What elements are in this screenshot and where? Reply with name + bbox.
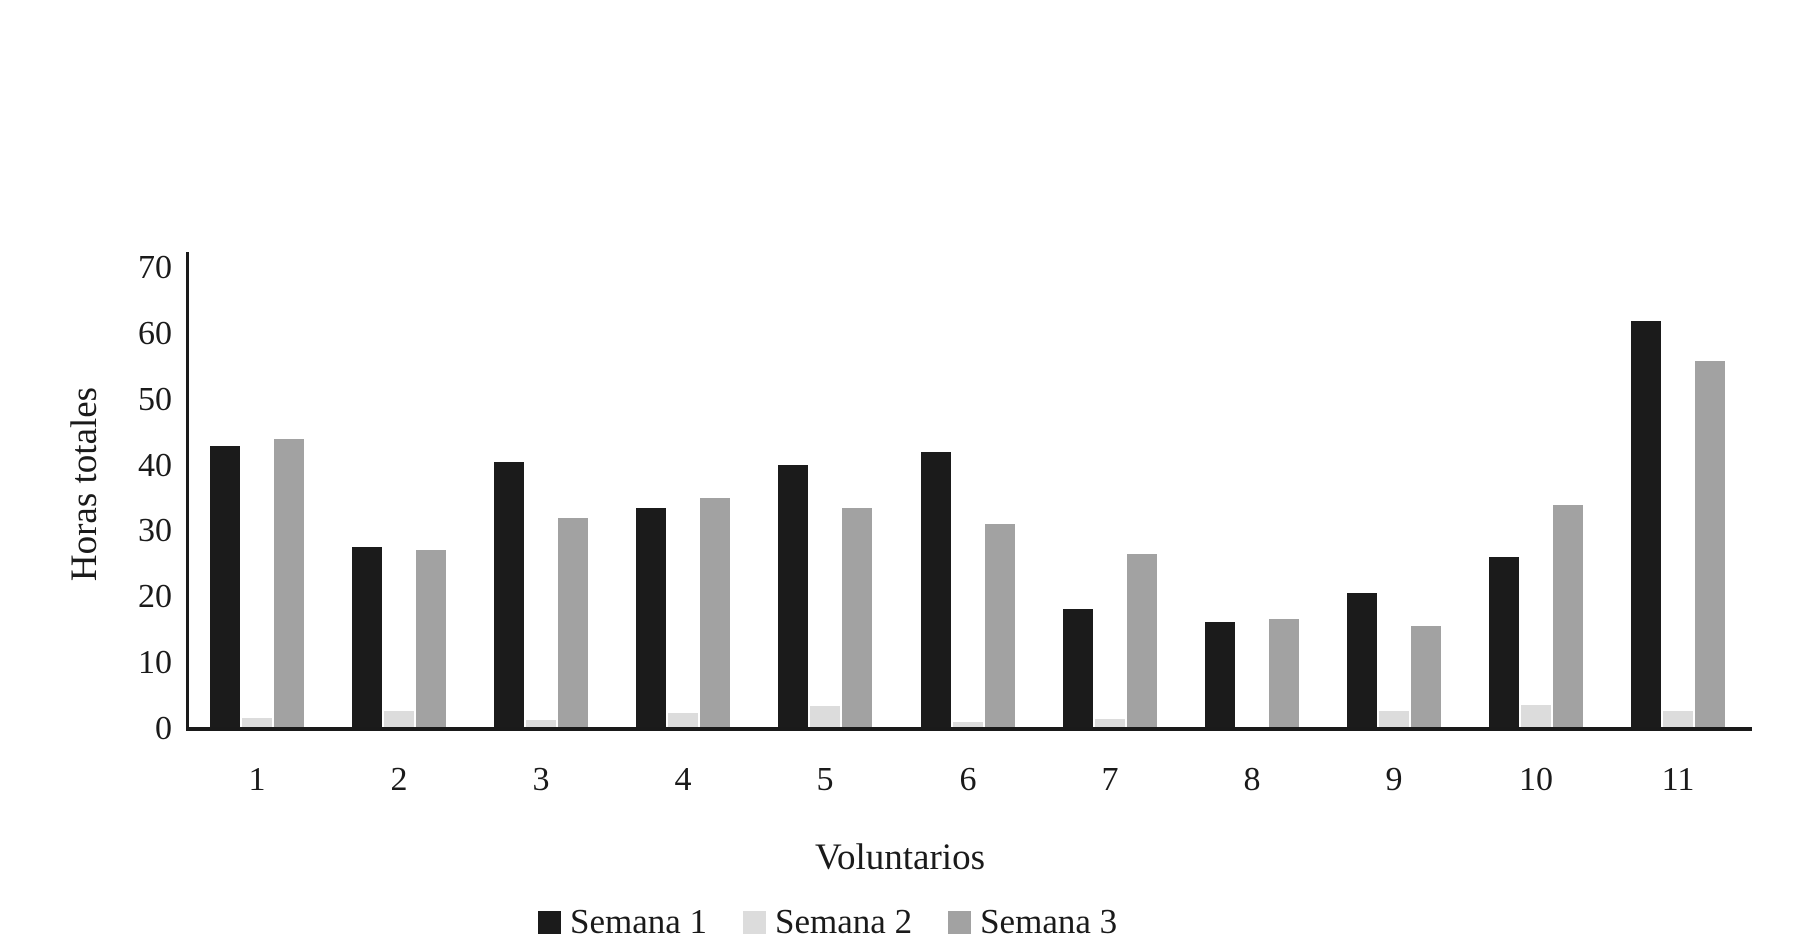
legend-item-semana-1: Semana 1 (538, 901, 707, 943)
legend-label: Semana 3 (980, 902, 1118, 941)
bar-semana-1-vol4 (636, 508, 666, 727)
y-tick-label-10: 10 (138, 644, 172, 682)
bar-semana-3-vol4 (700, 498, 730, 727)
bar-semana-1-vol9 (1347, 593, 1377, 727)
bar-semana-1-vol1 (210, 446, 240, 727)
y-tick-label-30: 30 (138, 512, 172, 550)
legend-item-semana-3: Semana 3 (948, 901, 1117, 943)
y-tick-label-50: 50 (138, 380, 172, 418)
bar-semana-3-vol3 (558, 518, 588, 727)
bar-semana-3-vol5 (842, 508, 872, 727)
legend-swatch-icon (743, 910, 767, 934)
x-axis-title: Voluntarios (815, 837, 985, 878)
x-axis-line (186, 727, 1752, 731)
bar-semana-1-vol11 (1631, 321, 1661, 727)
bar-semana-2-vol9 (1379, 711, 1409, 727)
bar-semana-3-vol1 (274, 439, 304, 727)
x-tick-label-4: 4 (674, 761, 692, 798)
y-tick-label-0: 0 (155, 710, 172, 747)
x-tick-label-11: 11 (1661, 761, 1695, 798)
x-tick-label-8: 8 (1243, 761, 1261, 798)
bar-semana-1-vol2 (352, 547, 382, 727)
bar-semana-2-vol11 (1663, 711, 1693, 727)
x-tick-label-10: 10 (1519, 761, 1553, 798)
bar-semana-3-vol7 (1127, 554, 1157, 727)
y-tick-label-20: 20 (138, 578, 172, 616)
bar-semana-3-vol9 (1411, 626, 1441, 727)
bar-semana-1-vol5 (778, 465, 808, 727)
bar-semana-1-vol6 (921, 452, 951, 727)
y-tick-label-70: 70 (138, 248, 172, 286)
bar-semana-1-vol8 (1205, 622, 1235, 727)
bar-semana-2-vol4 (668, 713, 698, 727)
bar-semana-1-vol7 (1063, 609, 1093, 727)
legend-label: Semana 2 (775, 902, 913, 941)
bar-semana-3-vol6 (985, 524, 1015, 727)
x-tick-label-6: 6 (959, 761, 977, 798)
x-tick-label-3: 3 (532, 761, 550, 798)
x-tick-label-2: 2 (390, 761, 408, 798)
bar-semana-1-vol10 (1489, 557, 1519, 727)
bar-semana-2-vol1 (242, 718, 272, 727)
x-tick-label-9: 9 (1385, 761, 1403, 798)
legend-item-semana-2: Semana 2 (743, 901, 912, 943)
bar-semana-2-vol7 (1095, 719, 1125, 727)
bar-semana-2-vol6 (953, 722, 983, 727)
bar-semana-3-vol11 (1695, 361, 1725, 727)
x-tick-label-5: 5 (816, 761, 834, 798)
bar-semana-3-vol8 (1269, 619, 1299, 727)
bar-semana-2-vol3 (526, 720, 556, 727)
y-tick-label-40: 40 (138, 446, 172, 484)
bar-semana-1-vol3 (494, 462, 524, 727)
x-tick-label-1: 1 (248, 761, 266, 798)
bar-semana-3-vol2 (416, 550, 446, 727)
y-axis-line (186, 252, 189, 731)
y-tick-label-60: 60 (138, 314, 172, 352)
x-tick-label-7: 7 (1101, 761, 1119, 798)
bar-semana-2-vol2 (384, 711, 414, 727)
legend: Semana 1 Semana 2 Semana 3 (538, 901, 1117, 943)
legend-swatch-icon (538, 910, 561, 934)
legend-swatch-icon (948, 910, 972, 934)
bar-semana-2-vol5 (810, 706, 840, 727)
bar-semana-3-vol10 (1553, 505, 1583, 727)
bar-semana-2-vol10 (1521, 705, 1551, 727)
legend-label: Semana 1 (570, 902, 708, 941)
